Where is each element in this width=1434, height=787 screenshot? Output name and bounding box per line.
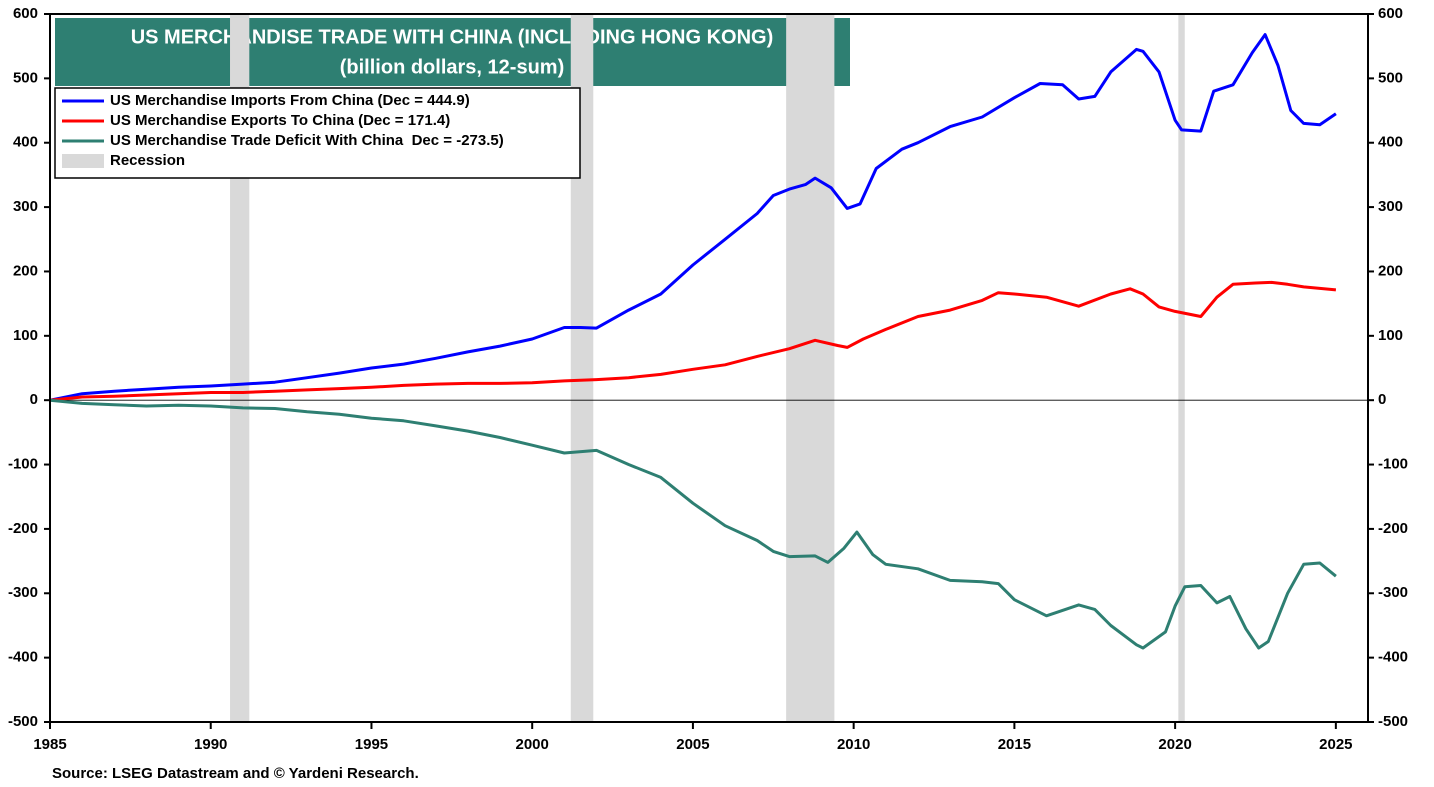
y2-tick-label: -400 bbox=[1378, 649, 1408, 666]
y-tick-label: -400 bbox=[8, 649, 38, 666]
x-tick-label: 2020 bbox=[1158, 736, 1191, 753]
y2-tick-label: 100 bbox=[1378, 327, 1403, 344]
y2-tick-label: 600 bbox=[1378, 5, 1403, 22]
y2-tick-label: 500 bbox=[1378, 69, 1403, 86]
legend-label: US Merchandise Imports From China (Dec =… bbox=[110, 92, 470, 109]
y2-tick-label: 300 bbox=[1378, 198, 1403, 215]
series-line bbox=[49, 280, 1337, 402]
y-tick-label: 200 bbox=[13, 262, 38, 279]
plot-frame bbox=[49, 13, 1369, 723]
x-tick-label: 2010 bbox=[837, 736, 870, 753]
x-tick-label: 2000 bbox=[516, 736, 549, 753]
y2-tick-label: -200 bbox=[1378, 520, 1408, 537]
y2-tick-label: 0 bbox=[1378, 391, 1386, 408]
legend-label: Recession bbox=[110, 152, 185, 169]
chart-title: US MERCHANDISE TRADE WITH CHINA (INCLUDI… bbox=[131, 26, 774, 48]
y-tick-label: 600 bbox=[13, 5, 38, 22]
y-tick-label: 0 bbox=[30, 391, 38, 408]
y2-tick-label: -100 bbox=[1378, 456, 1408, 473]
y2-tick-label: -500 bbox=[1378, 713, 1408, 730]
y-tick-label: -100 bbox=[8, 456, 38, 473]
source: Source: LSEG Datastream and © Yardeni Re… bbox=[52, 765, 419, 782]
series-line bbox=[49, 398, 1337, 650]
recession-band bbox=[570, 14, 594, 722]
recession-band bbox=[786, 14, 835, 722]
recession-band bbox=[230, 14, 250, 722]
x-tick-label: 2005 bbox=[676, 736, 709, 753]
chart-subtitle: (billion dollars, 12-sum) bbox=[340, 56, 564, 78]
x-tick-label: 1995 bbox=[355, 736, 388, 753]
y-tick-label: -500 bbox=[8, 713, 38, 730]
y-tick-label: 400 bbox=[13, 134, 38, 151]
y2-tick-label: 400 bbox=[1378, 134, 1403, 151]
x-tick-label: 2015 bbox=[998, 736, 1031, 753]
y-tick-label: 300 bbox=[13, 198, 38, 215]
title-box bbox=[55, 18, 850, 86]
x-tick-label: 1990 bbox=[194, 736, 227, 753]
legend-label: US Merchandise Trade Deficit With China … bbox=[110, 132, 504, 149]
legend-box bbox=[54, 87, 581, 179]
y2-tick-label: -300 bbox=[1378, 584, 1408, 601]
y-tick-label: -200 bbox=[8, 520, 38, 537]
y2-tick-label: 200 bbox=[1378, 262, 1403, 279]
recession-band bbox=[1178, 14, 1185, 722]
x-tick-label: 1985 bbox=[33, 736, 66, 753]
legend-label: US Merchandise Exports To China (Dec = 1… bbox=[110, 112, 450, 129]
y-tick-label: -300 bbox=[8, 584, 38, 601]
legend-swatch bbox=[62, 154, 104, 168]
y-tick-label: 500 bbox=[13, 69, 38, 86]
y-tick-label: 100 bbox=[13, 327, 38, 344]
x-tick-label: 2025 bbox=[1319, 736, 1352, 753]
series-line bbox=[49, 33, 1337, 402]
